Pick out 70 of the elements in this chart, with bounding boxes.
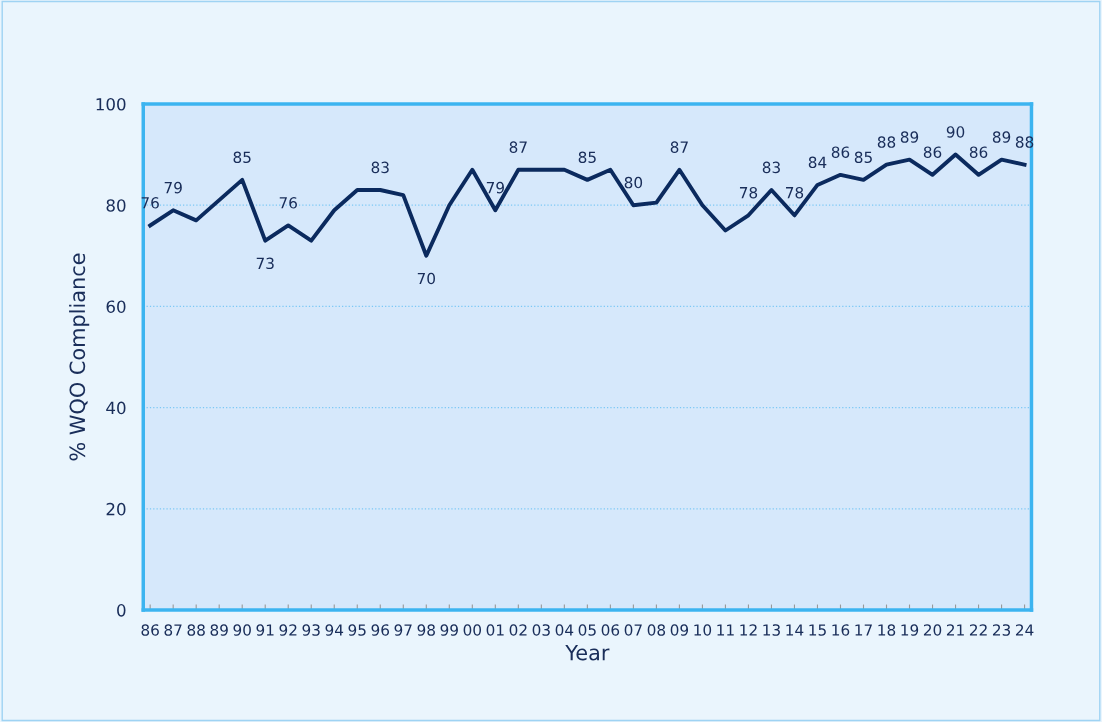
x-tick-label: 99 — [440, 624, 458, 636]
data-label: 89 — [900, 131, 919, 143]
x-tick-label: 93 — [302, 624, 320, 636]
x-tick-label: 20 — [923, 624, 942, 636]
data-label: 88 — [877, 136, 896, 148]
x-tick-label: 91 — [256, 624, 274, 636]
x-tick-label: 21 — [946, 624, 964, 636]
x-tick-label: 05 — [578, 624, 596, 636]
data-label: 76 — [279, 197, 297, 209]
data-label: 73 — [256, 257, 274, 270]
x-tick-label: 10 — [694, 624, 712, 636]
data-label: 80 — [624, 176, 643, 189]
data-label: 86 — [831, 146, 850, 158]
x-tick-label: 24 — [1015, 624, 1034, 636]
x-tick-label: 16 — [832, 624, 850, 636]
x-tick-label: 86 — [141, 624, 159, 636]
x-tick-label: 17 — [855, 624, 872, 636]
x-tick-label: 96 — [371, 624, 390, 636]
x-tick-label: 13 — [763, 624, 780, 636]
x-tick-label: 06 — [601, 624, 620, 636]
data-label: 85 — [854, 151, 872, 164]
data-label: 85 — [233, 151, 251, 164]
data-label: 89 — [992, 131, 1011, 143]
data-label: 87 — [509, 141, 527, 153]
x-tick-label: 00 — [463, 624, 482, 636]
y-axis-title: % WQO Compliance — [69, 253, 90, 461]
data-label: 90 — [946, 126, 965, 138]
x-tick-label: 03 — [532, 624, 550, 636]
data-label: 78 — [739, 186, 758, 199]
x-tick-label: 89 — [210, 624, 228, 636]
data-label: 83 — [762, 161, 780, 174]
data-label: 79 — [486, 181, 504, 194]
data-label: 84 — [808, 156, 827, 169]
x-tick-label: 94 — [325, 624, 344, 636]
x-tick-label: 02 — [509, 624, 527, 636]
x-tick-label: 14 — [786, 624, 804, 636]
y-tick-label: 80 — [106, 199, 126, 212]
x-tick-label: 12 — [740, 624, 757, 636]
data-label: 83 — [371, 161, 389, 174]
data-label: 86 — [923, 146, 942, 158]
x-tick-label: 22 — [969, 624, 987, 636]
x-tick-label: 01 — [486, 624, 504, 636]
x-tick-label: 95 — [348, 624, 366, 636]
x-tick-label: 11 — [717, 624, 734, 636]
x-tick-label: 04 — [555, 624, 574, 636]
x-tick-label: 88 — [187, 624, 205, 636]
y-tick-label: 40 — [106, 401, 126, 415]
y-tick-label: 0 — [117, 604, 126, 617]
x-tick-label: 18 — [878, 624, 896, 636]
x-tick-label: 98 — [417, 624, 435, 636]
x-tick-label: 07 — [624, 624, 642, 636]
x-tick-label: 90 — [233, 624, 251, 636]
data-label: 85 — [578, 151, 596, 164]
x-tick-label: 09 — [670, 624, 689, 636]
x-tick-label: 15 — [809, 624, 826, 636]
x-tick-label: 23 — [992, 624, 1011, 636]
y-tick-label: 100 — [96, 97, 126, 111]
data-label: 87 — [670, 141, 688, 153]
x-tick-label: 87 — [164, 624, 182, 636]
y-tick-label: 20 — [106, 502, 126, 516]
x-tick-label: 08 — [647, 624, 666, 636]
x-tick-label: 92 — [279, 624, 297, 636]
data-label: 78 — [785, 186, 804, 199]
data-label: 70 — [417, 272, 435, 285]
x-tick-label: 97 — [394, 624, 412, 636]
x-axis-title: Year — [565, 644, 610, 661]
data-label: 79 — [164, 181, 182, 194]
data-label: 86 — [969, 146, 988, 158]
x-tick-label: 19 — [901, 624, 919, 636]
y-tick-label: 60 — [106, 300, 126, 313]
